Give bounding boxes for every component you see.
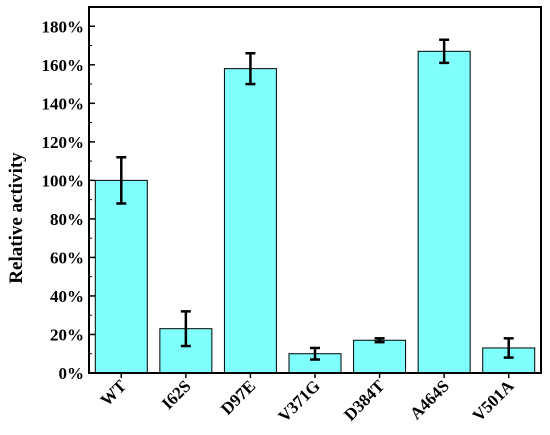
y-tick-label: 160%: [42, 56, 85, 75]
error-bar-a464s: [439, 38, 450, 65]
error-bar-v501a: [503, 337, 514, 359]
x-tick-label-i62s: I62S: [158, 376, 195, 413]
plot-frame: [88, 6, 542, 374]
error-bars-layer: [116, 38, 514, 361]
y-tick-label: 0%: [59, 364, 85, 383]
x-tick-label-d384t: D384T: [340, 376, 389, 425]
error-bar-d97e: [245, 51, 256, 86]
bar-d97e: [223, 68, 277, 374]
y-tick-label: 140%: [42, 94, 85, 113]
bar-d384t: [353, 339, 407, 374]
y-tick-label: 180%: [42, 17, 85, 36]
y-tick-label: 20%: [50, 325, 84, 344]
y-tick-label: 100%: [42, 171, 85, 190]
x-tick-label-a464s: A464S: [406, 376, 453, 423]
y-tick-label: 120%: [42, 133, 85, 152]
error-bar-i62s: [180, 310, 191, 348]
x-tick-label-v501a: V501A: [469, 376, 518, 425]
error-bar-d384t: [374, 337, 385, 344]
x-tick-label-v371g: V371G: [274, 376, 323, 425]
x-tick-label-d97e: D97E: [217, 376, 259, 418]
x-tick-label-wt: WT: [97, 376, 131, 410]
y-tick-label: 40%: [50, 287, 84, 306]
error-bar-v371g: [310, 346, 320, 361]
error-bar-wt: [116, 156, 127, 205]
y-tick-label: 80%: [50, 210, 84, 229]
bars-layer: [94, 50, 536, 374]
y-axis-title: Relative activity: [6, 152, 27, 284]
y-tick-label: 60%: [50, 248, 84, 267]
bar-wt: [94, 179, 148, 374]
bar-a464s: [417, 50, 471, 374]
